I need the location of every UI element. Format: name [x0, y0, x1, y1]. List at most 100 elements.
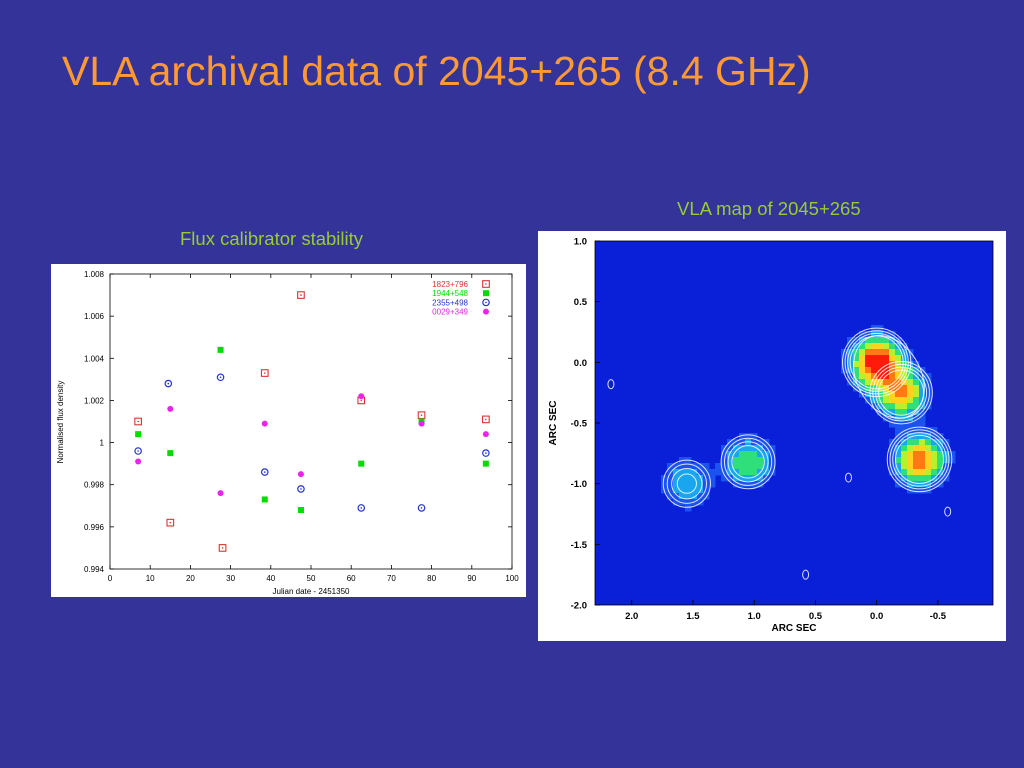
map-pixel [745, 445, 752, 452]
map-pixel [925, 439, 932, 446]
data-point [418, 420, 425, 427]
map-pixel [859, 379, 866, 386]
contour-line [731, 445, 765, 479]
map-pixel [889, 343, 896, 350]
map-pixel [685, 499, 692, 506]
map-pixel [913, 385, 920, 392]
map-pixel [877, 331, 884, 338]
map-pixel [913, 409, 920, 416]
data-point [357, 504, 366, 512]
map-pixel [871, 361, 878, 368]
data-point [167, 405, 174, 412]
x-tick-label: 30 [226, 574, 235, 583]
map-pixel [661, 481, 668, 488]
map-pixel [883, 337, 890, 344]
map-pixel [733, 463, 740, 470]
map-pixel [895, 409, 902, 416]
map-pixel [919, 451, 926, 458]
data-point-dot [263, 471, 266, 473]
map-pixel [925, 433, 932, 440]
contour-line [723, 437, 773, 486]
map-pixel [889, 337, 896, 344]
map-pixel [733, 481, 740, 488]
map-pixel [745, 433, 752, 440]
map-pixel [913, 379, 920, 386]
x-axis-title: Julian date - 2451350 [273, 587, 351, 596]
map-pixel [703, 487, 710, 494]
data-point-dot [485, 418, 487, 421]
map-pixel [865, 361, 872, 368]
data-point [297, 485, 305, 493]
data-point-dot [221, 547, 224, 549]
contour-line [841, 327, 912, 397]
map-pixel [685, 493, 692, 500]
map-pixel [859, 361, 866, 368]
map-pixel [931, 469, 938, 476]
map-pixel [907, 433, 914, 440]
data-point [417, 411, 426, 420]
series-2355+498 [134, 373, 490, 512]
map-pixel [691, 469, 698, 476]
data-point-dot [360, 507, 363, 509]
map-pixel [907, 409, 914, 416]
map-pixel [877, 361, 884, 368]
data-point [482, 415, 490, 424]
map-pixel [727, 469, 734, 476]
map-pixel [877, 379, 884, 386]
map-pixel [757, 457, 764, 464]
map-pixel [901, 463, 908, 470]
map-pixel [865, 337, 872, 344]
map-pixel [901, 433, 908, 440]
map-pixel [925, 451, 932, 458]
map-pixel [907, 469, 914, 476]
map-pixel [925, 385, 932, 392]
map-pixel [733, 457, 740, 464]
map-pixel [883, 415, 890, 422]
map-pixel [901, 439, 908, 446]
map-x-axis-title: ARC SEC [771, 623, 816, 634]
map-pixel [895, 439, 902, 446]
map-pixel [697, 499, 704, 506]
map-pixel [889, 415, 896, 422]
map-pixel [853, 343, 860, 350]
map-pixel [667, 487, 674, 494]
map-pixel [763, 475, 770, 482]
map-pixel [709, 469, 716, 476]
map-pixel [937, 445, 944, 452]
legend-label: 1823+796 [432, 280, 468, 289]
map-pixel [901, 457, 908, 464]
data-point-dot [219, 376, 222, 379]
map-pixel [877, 349, 884, 356]
map-y-tick-label: -1.5 [571, 540, 588, 551]
map-pixel [907, 439, 914, 446]
map-pixel [715, 469, 722, 476]
map-pixel [697, 481, 704, 488]
map-pixel [727, 475, 734, 482]
map-pixel [901, 469, 908, 476]
map-pixel [907, 457, 914, 464]
map-pixel [871, 343, 878, 350]
map-pixel [937, 457, 944, 464]
map-pixel [709, 475, 716, 482]
map-pixel [691, 481, 698, 488]
data-point [260, 369, 269, 377]
map-pixel [907, 475, 914, 482]
x-tick-label: 10 [146, 574, 155, 583]
map-pixel [877, 343, 884, 350]
map-pixel [865, 385, 872, 392]
contour-line [662, 459, 711, 508]
map-pixel [721, 475, 728, 482]
map-pixel [853, 355, 860, 362]
x-tick-label: 80 [427, 574, 436, 583]
map-pixel [913, 433, 920, 440]
map-pixel [937, 433, 944, 440]
map-pixel [751, 475, 758, 482]
map-x-tick-label: 1.5 [686, 611, 700, 622]
map-pixel [901, 373, 908, 380]
data-point-dot [263, 372, 266, 374]
map-x-tick-label: 1.0 [748, 611, 761, 622]
map-pixel [871, 403, 878, 410]
map-pixel [883, 343, 890, 350]
map-pixel [925, 373, 932, 380]
map-pixel [883, 361, 890, 368]
